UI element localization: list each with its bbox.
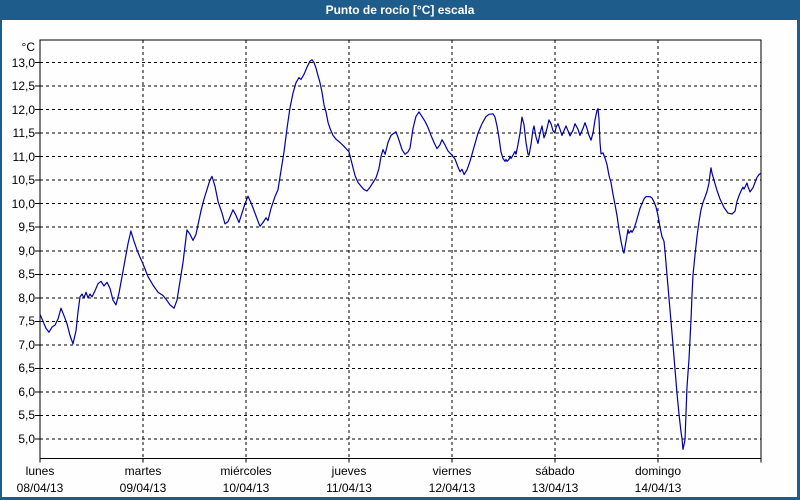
y-tick-label: 5,0: [18, 432, 35, 446]
y-tick-label: 8,0: [18, 290, 35, 305]
y-axis-unit-label: °C: [21, 40, 35, 54]
x-day-label: viernes: [432, 464, 472, 478]
x-date-label: 08/04/13: [16, 481, 64, 495]
dewpoint-line-series: [39, 59, 762, 450]
dewpoint-plot: [35, 39, 762, 463]
y-tick-label: 10,5: [11, 173, 35, 188]
y-tick-label: 10,0: [11, 196, 35, 211]
x-date-label: 12/04/13: [428, 481, 476, 495]
y-tick-label: 7,5: [18, 314, 35, 329]
y-tick-label: 13,0: [11, 55, 35, 70]
x-day-label: miércoles: [220, 464, 272, 478]
y-tick-label: 12,5: [11, 79, 35, 94]
y-tick-label: 9,5: [18, 220, 35, 235]
x-date-label: 09/04/13: [119, 481, 167, 495]
y-tick-label: 6,0: [18, 384, 35, 399]
x-date-label: 11/04/13: [326, 481, 372, 495]
x-day-label: martes: [124, 464, 162, 478]
y-tick-label: 11,5: [12, 126, 35, 141]
x-day-label: jueves: [331, 464, 367, 478]
y-tick-label: 11,0: [12, 149, 35, 164]
x-day-label: lunes: [25, 464, 55, 478]
title-bar: Punto de rocío [°C] escala: [0, 0, 800, 20]
y-tick-label: 6,5: [18, 361, 35, 376]
y-tick-label: 12,0: [11, 102, 35, 117]
y-tick-label: 5,5: [18, 408, 35, 423]
chart-area: °C 13,0 12,5 12,0 11,5 11,0 10,5 10,0 9,5 9,0 8,5…: [2, 20, 797, 497]
y-tick-label: 7,0: [18, 337, 35, 352]
y-tick-label: 8,5: [18, 267, 35, 282]
x-day-label: domingo: [634, 464, 682, 478]
plot-frame: [39, 39, 762, 459]
window-title: Punto de rocío [°C] escala: [325, 3, 475, 17]
x-date-label: 13/04/13: [531, 481, 579, 495]
x-date-label: 10/04/13: [222, 481, 270, 495]
x-date-label: 14/04/13: [634, 481, 682, 495]
x-day-label: sábado: [535, 464, 575, 478]
y-tick-label: 9,0: [18, 243, 35, 258]
